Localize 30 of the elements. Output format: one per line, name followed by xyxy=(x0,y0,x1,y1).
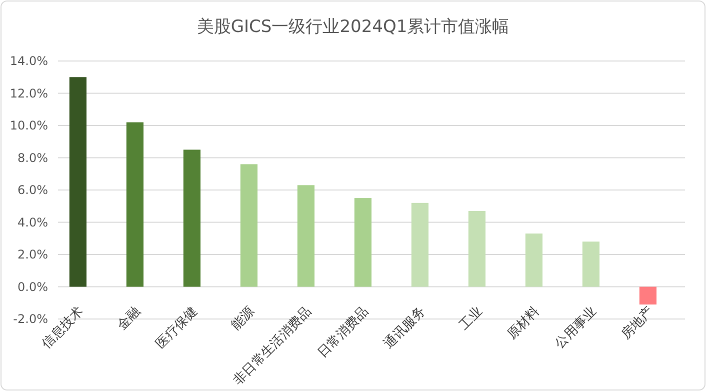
bar xyxy=(411,202,428,287)
y-tick-label: 2.0% xyxy=(18,248,48,262)
bar xyxy=(297,185,314,287)
x-tick-label: 原材料 xyxy=(504,304,543,342)
bar xyxy=(639,286,656,304)
y-tick-label: 4.0% xyxy=(18,215,48,230)
bar xyxy=(126,122,144,287)
y-tick-label: -2.0% xyxy=(13,312,48,326)
bar xyxy=(354,198,372,287)
x-tick-label: 金融 xyxy=(114,304,144,334)
bar xyxy=(468,210,486,287)
x-tick-label: 医疗保健 xyxy=(153,304,201,352)
bar xyxy=(69,77,86,287)
y-tick-label: 10.0% xyxy=(10,118,48,132)
chart-title: 美股GICS一级行业2024Q1累计市值涨幅 xyxy=(196,17,510,37)
bar xyxy=(582,242,600,287)
y-tick-label: 0.0% xyxy=(18,280,48,294)
bar xyxy=(240,164,258,287)
x-tick-label: 能源 xyxy=(228,304,258,334)
y-tick-label: 6.0% xyxy=(18,183,48,197)
x-tick-label: 通讯服务 xyxy=(381,304,429,352)
y-tick-label: 12.0% xyxy=(10,86,48,100)
y-tick-label: 14.0% xyxy=(10,54,48,68)
x-tick-label: 工业 xyxy=(456,304,486,334)
bar xyxy=(183,150,200,287)
x-tick-label: 日常消费品 xyxy=(315,304,372,361)
y-tick-label: 8.0% xyxy=(18,150,48,165)
bar xyxy=(525,234,542,287)
x-tick-label: 房地产 xyxy=(618,304,657,342)
x-tick-label: 公用事业 xyxy=(552,304,600,352)
